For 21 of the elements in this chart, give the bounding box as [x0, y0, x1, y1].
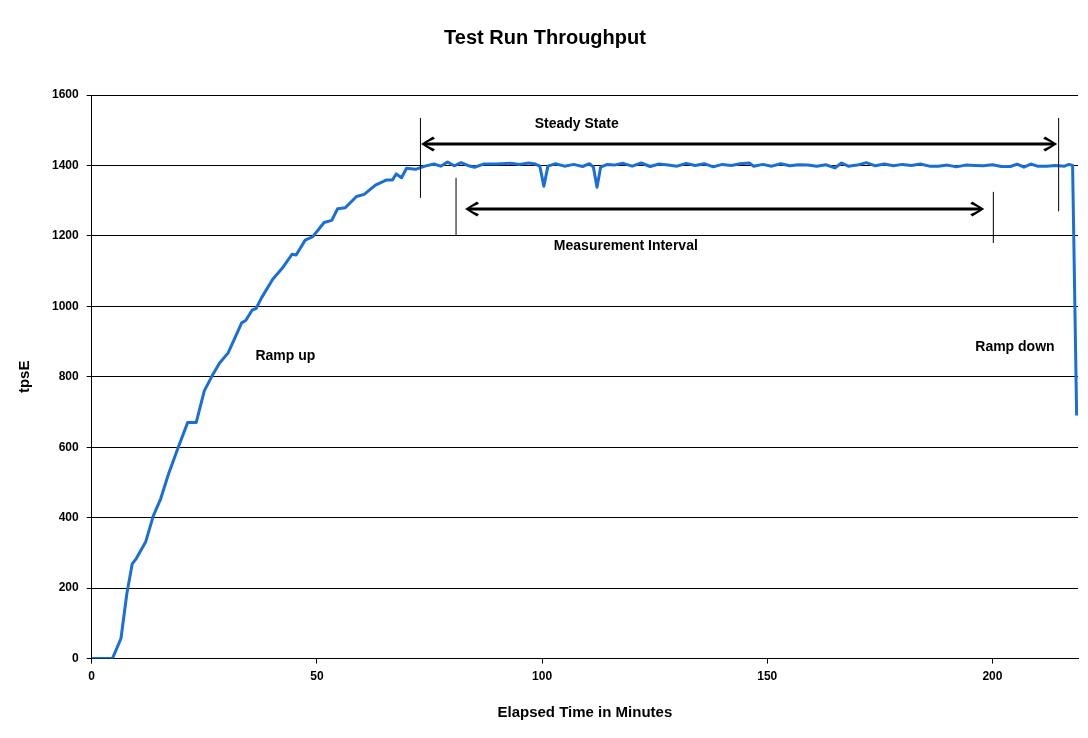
x-tick-label: 0 [88, 669, 96, 684]
y-tick-label: 400 [58, 510, 80, 525]
y-tick-label: 1400 [51, 157, 80, 172]
y-tick-label: 200 [58, 580, 80, 595]
annotation: Measurement Interval [553, 237, 698, 254]
x-tick-label: 50 [310, 669, 324, 684]
x-axis-title: Elapsed Time in Minutes [497, 703, 673, 721]
y-tick-label: 1600 [51, 87, 80, 102]
annotation: Ramp up [255, 346, 316, 363]
x-tick-label: 100 [532, 669, 553, 684]
annotation: Ramp down [975, 337, 1055, 354]
chart-title: Test Run Throughput [444, 25, 647, 48]
y-tick-label: 0 [72, 650, 80, 665]
x-tick-label: 200 [982, 669, 1003, 684]
annotation: Steady State [534, 114, 619, 131]
x-tick-label: 150 [757, 669, 778, 684]
y-tick-label: 1200 [51, 228, 80, 243]
y-axis-title: tpsE [15, 360, 33, 394]
y-tick-label: 600 [58, 439, 80, 454]
y-tick-label: 800 [58, 369, 80, 384]
y-tick-label: 1000 [51, 298, 80, 313]
